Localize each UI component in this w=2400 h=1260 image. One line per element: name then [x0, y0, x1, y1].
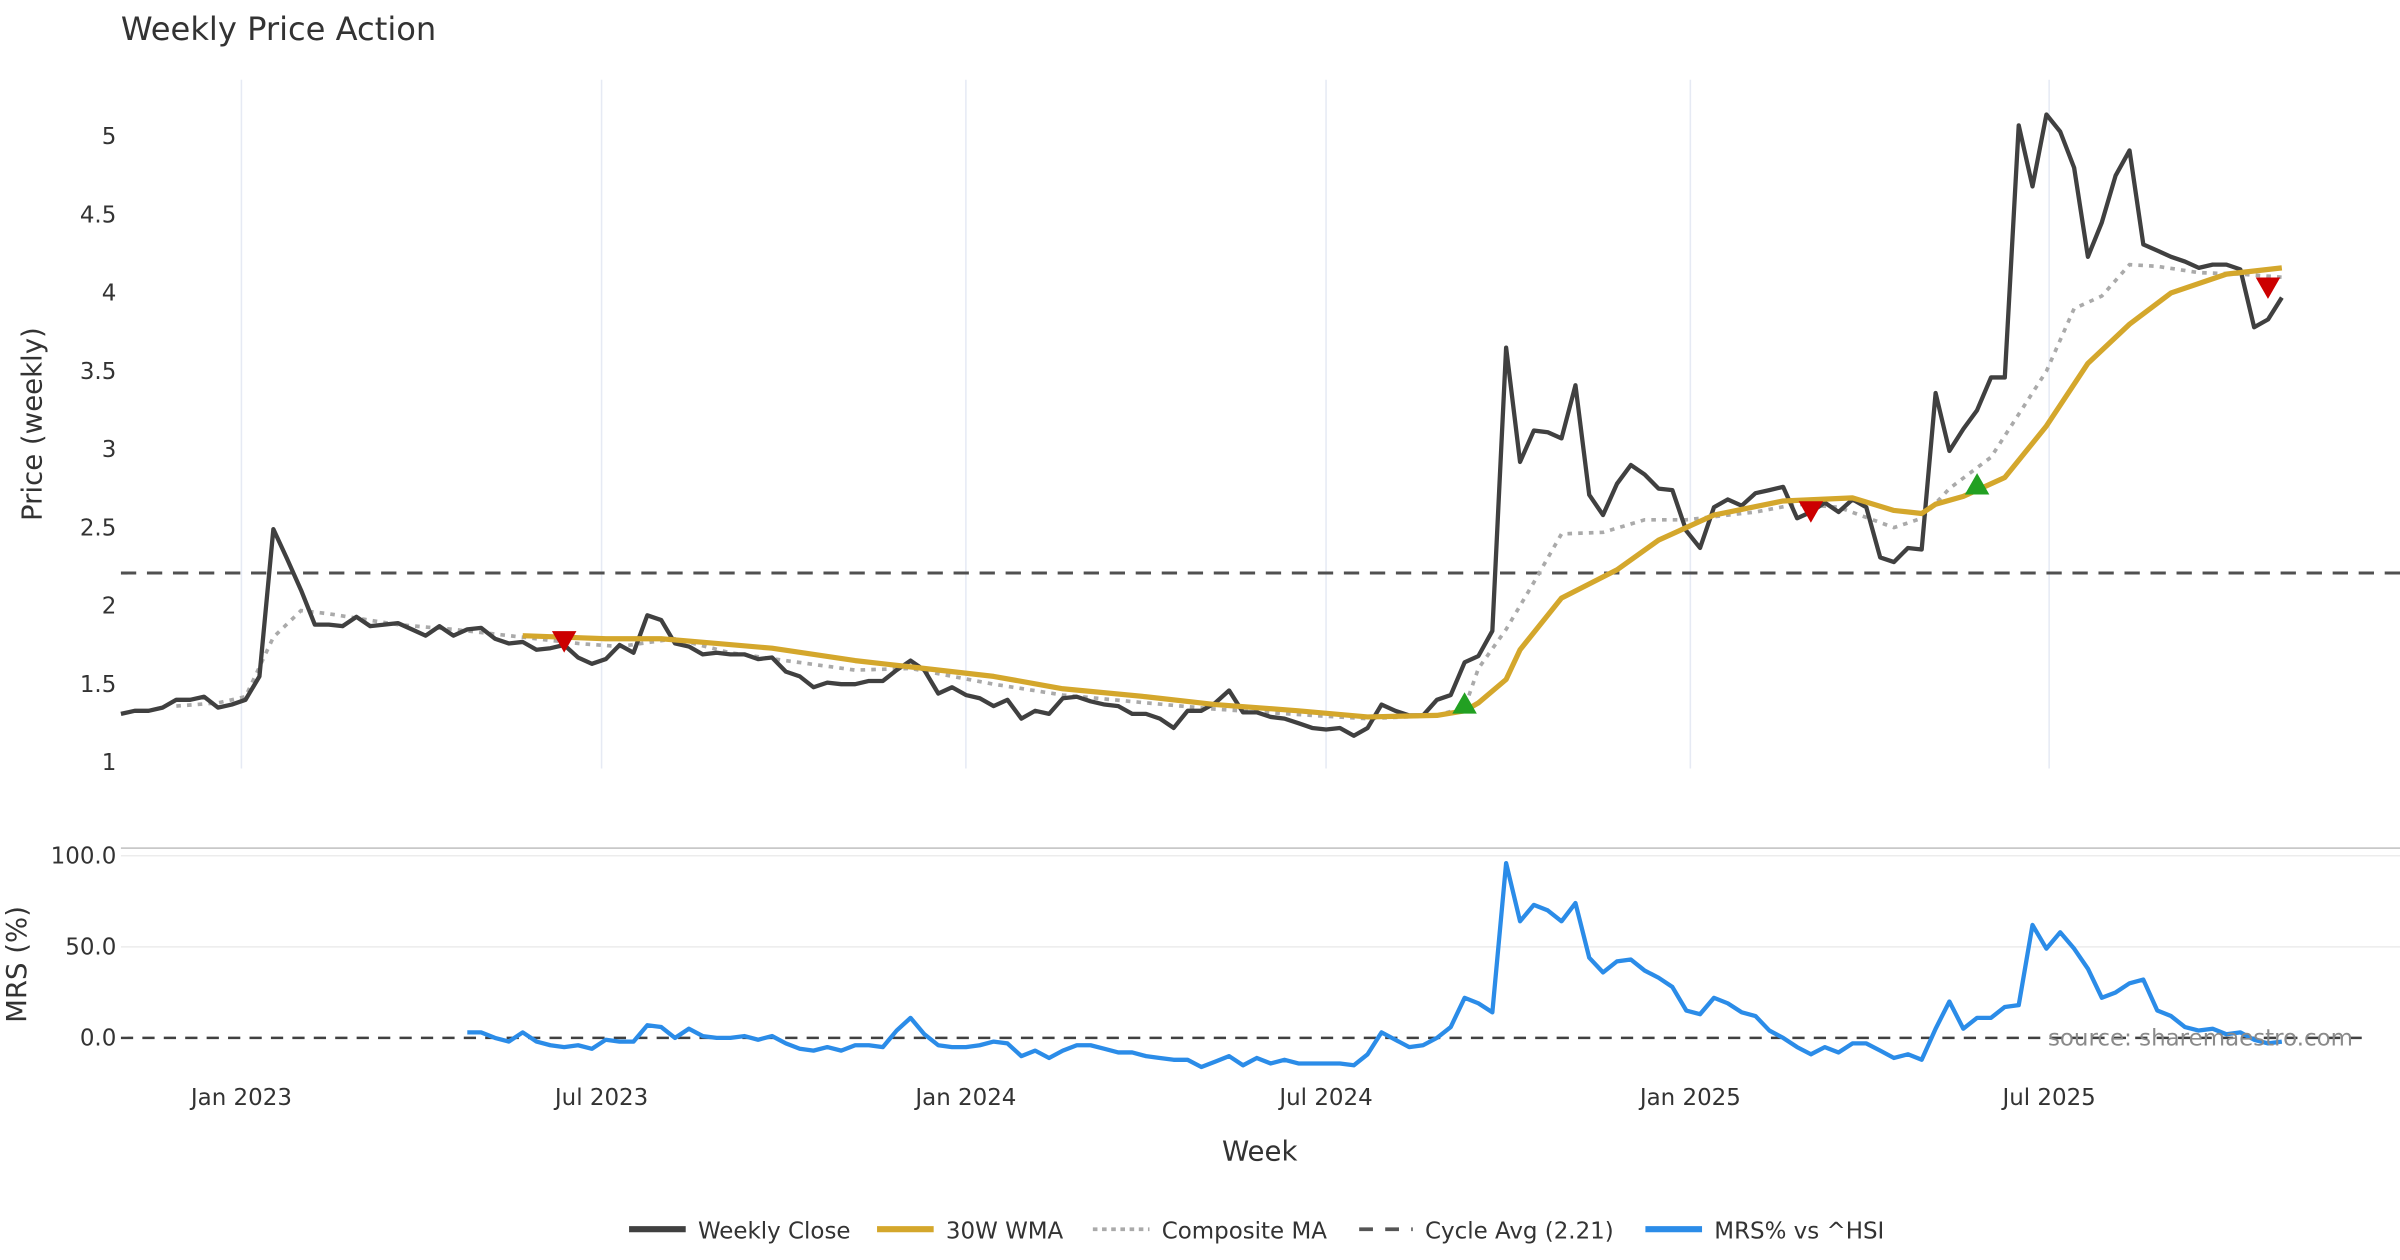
mrs-line	[467, 860, 2283, 1070]
weekly-close-line	[120, 112, 2284, 738]
buy-signal-triangle-up-icon	[1452, 692, 1477, 714]
legend-label: MRS% vs ^HSI	[1714, 1218, 1884, 1244]
mrs-tick-label: 50.0	[65, 934, 116, 960]
sell-signal-triangle-down-icon	[551, 631, 577, 653]
legend-label: Composite MA	[1162, 1218, 1327, 1244]
price-tick-label: 5	[102, 124, 117, 150]
wma-30w-line	[522, 265, 2283, 720]
chart-title: Weekly Price Action	[121, 10, 436, 48]
x-tick-label: Jan 2023	[189, 1085, 292, 1111]
x-tick-label: Jul 2025	[2000, 1085, 2095, 1111]
composite-ma-line	[176, 262, 2282, 721]
price-tick-label: 4.5	[80, 202, 116, 228]
mrs-tick-label: 100.0	[51, 843, 117, 869]
x-tick-label: Jan 2025	[1638, 1085, 1741, 1111]
x-tick-label: Jul 2024	[1277, 1085, 1372, 1111]
mrs-tick-label: 0.0	[80, 1026, 116, 1052]
source-watermark: source: sharemaestro.com	[2048, 1026, 2353, 1052]
gridlines: Jan 2023 Jul 2023 Jan 2024 Jul 2024 Jan 2025…	[51, 79, 2400, 1111]
legend-label: Weekly Close	[698, 1218, 851, 1244]
plot-marks	[120, 112, 2400, 1070]
legend-label: Cycle Avg (2.21)	[1425, 1218, 1614, 1244]
legend: Weekly Close 30W WMA Composite MA Cycle Avg…	[629, 1218, 1884, 1244]
price-tick-label: 4	[102, 281, 117, 307]
price-tick-label: 2	[102, 594, 117, 620]
sell-signal-triangle-down-icon	[1798, 501, 1824, 523]
x-axis-label: Week	[1222, 1135, 1298, 1167]
mrs-axis-label: MRS (%)	[1, 906, 33, 1023]
price-tick-label: 3	[102, 437, 117, 463]
price-tick-label: 1.5	[80, 672, 116, 698]
x-tick-label: Jan 2024	[913, 1085, 1016, 1111]
legend-label: 30W WMA	[946, 1218, 1064, 1244]
buy-signal-triangle-up-icon	[1964, 473, 1990, 495]
sell-signal-triangle-down-icon	[2255, 277, 2281, 299]
price-tick-label: 3.5	[80, 359, 116, 385]
price-axis-label: Price (weekly)	[16, 327, 48, 521]
x-tick-label: Jul 2023	[553, 1085, 648, 1111]
price-tick-label: 2.5	[80, 515, 116, 541]
price-tick-label: 1	[102, 750, 117, 776]
